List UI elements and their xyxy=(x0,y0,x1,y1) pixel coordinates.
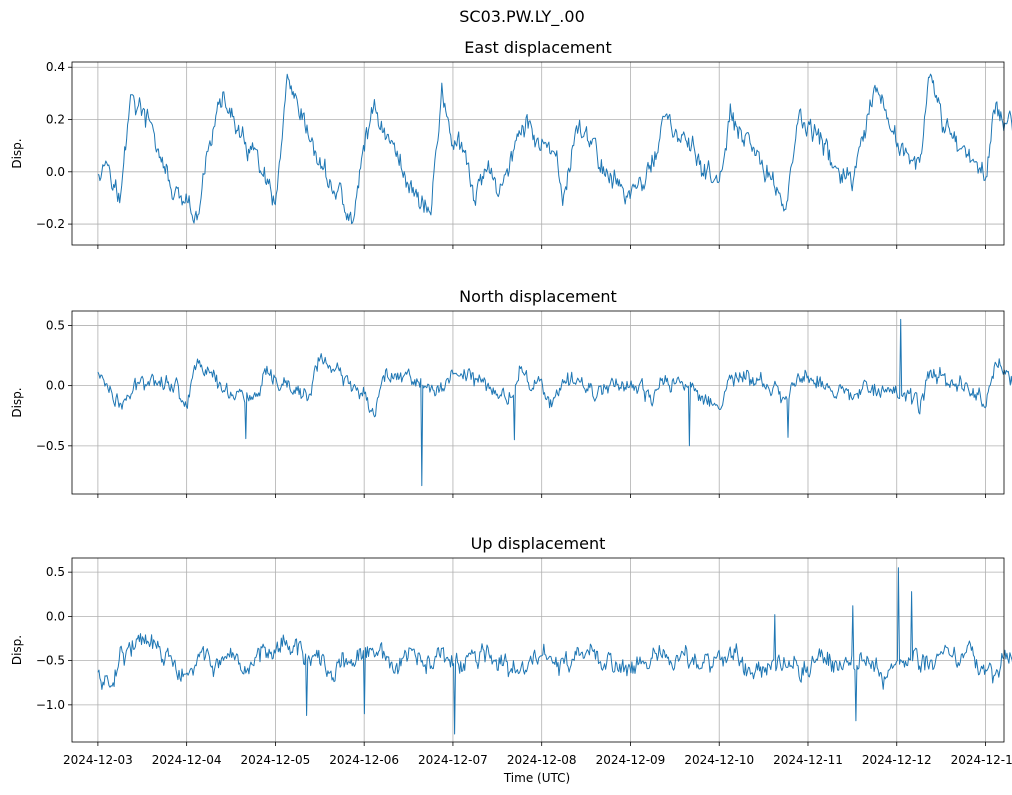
y-tick-label: 0.5 xyxy=(46,565,65,579)
panel-title: Up displacement xyxy=(471,534,606,553)
x-tick-label: 2024-12-04 xyxy=(152,753,222,767)
x-tick-label: 2024-12-13 xyxy=(951,753,1012,767)
x-tick-label: 2024-12-06 xyxy=(329,753,399,767)
x-axis-label: Time (UTC) xyxy=(503,771,570,785)
figure-suptitle: SC03.PW.LY_.00 xyxy=(459,7,585,27)
y-tick-label: 0.0 xyxy=(46,609,65,623)
x-tick-label: 2024-12-07 xyxy=(418,753,488,767)
y-axis-label: Disp. xyxy=(10,635,24,665)
y-tick-label: −0.2 xyxy=(36,217,65,231)
series-line xyxy=(97,73,1012,225)
y-axis-label: Disp. xyxy=(10,138,24,168)
x-tick-label: 2024-12-05 xyxy=(241,753,311,767)
y-tick-label: 0.5 xyxy=(46,318,65,332)
panel-2: −0.5 0.0 0.5 North displacement Disp. xyxy=(10,287,1012,498)
panel-title: East displacement xyxy=(464,38,611,57)
x-tick-label: 2024-12-11 xyxy=(773,753,843,767)
axes-frame xyxy=(71,61,1005,246)
x-tick-label: 2024-12-08 xyxy=(507,753,577,767)
y-tick-label: −1.0 xyxy=(36,698,65,712)
panel-3: −1.0 −0.5 0.0 0.5 2024-12-03 2024-12-04 2024-1… xyxy=(10,534,1012,767)
panel-title: North displacement xyxy=(459,287,617,306)
x-tick-label: 2024-12-09 xyxy=(596,753,666,767)
series-line xyxy=(97,567,1012,735)
y-tick-label: −0.5 xyxy=(36,654,65,668)
axes-frame xyxy=(71,557,1005,743)
panel-1: −0.2 0.0 0.2 0.4 East displacement Disp. xyxy=(10,38,1012,249)
panels: −0.2 0.0 0.2 0.4 East displacement Disp. −0.5 0… xyxy=(10,38,1012,767)
axes-frame xyxy=(71,310,1005,495)
y-tick-label: −0.5 xyxy=(36,439,65,453)
y-tick-label: 0.0 xyxy=(46,379,65,393)
y-tick-label: 0.2 xyxy=(46,113,65,127)
y-axis-label: Disp. xyxy=(10,387,24,417)
x-tick-label: 2024-12-10 xyxy=(684,753,754,767)
x-tick-label: 2024-12-12 xyxy=(862,753,932,767)
y-tick-label: 0.0 xyxy=(46,165,65,179)
y-tick-label: 0.4 xyxy=(46,60,65,74)
x-tick-label: 2024-12-03 xyxy=(63,753,133,767)
series-line xyxy=(97,318,1012,487)
